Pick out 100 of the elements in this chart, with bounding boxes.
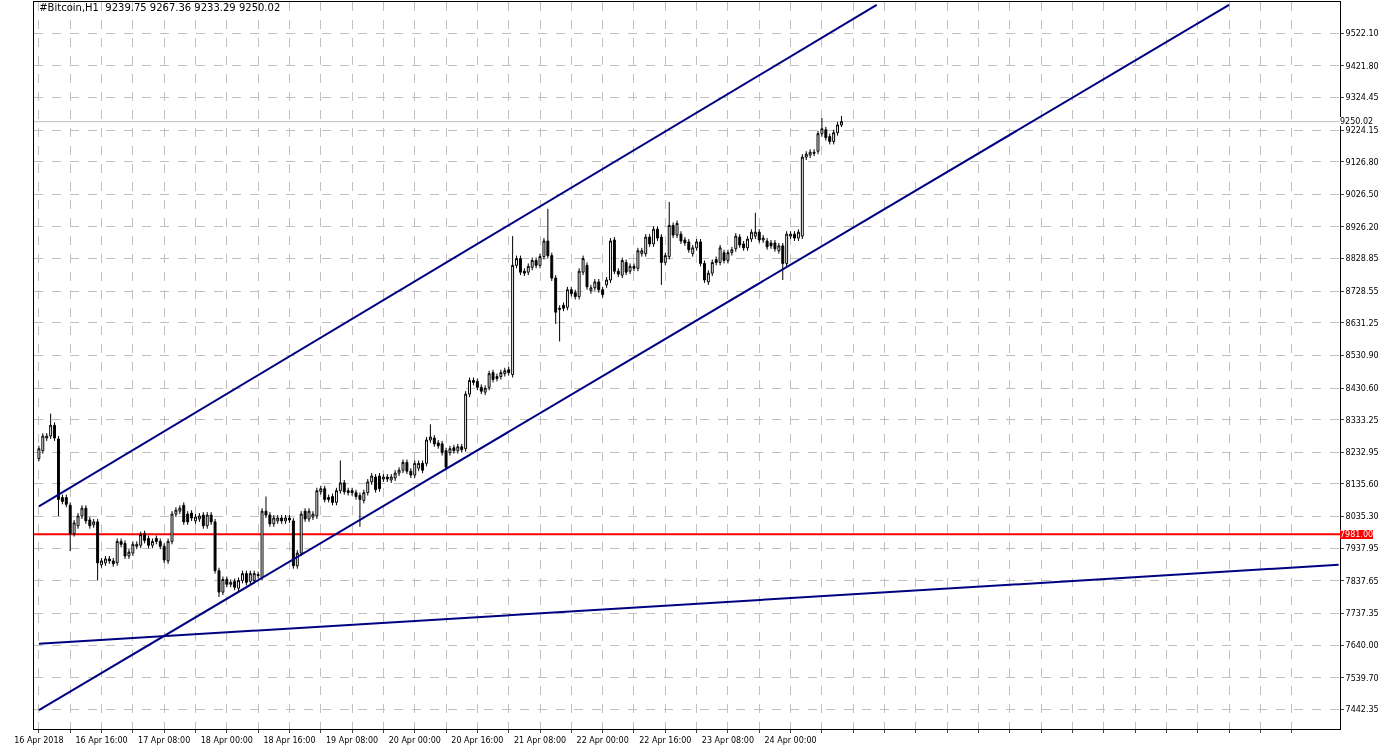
candlestick bbox=[143, 530, 147, 544]
y-tick-label: 9126.80 bbox=[1345, 157, 1379, 167]
y-tick-label: 9026.50 bbox=[1345, 190, 1379, 200]
y-tick-label: 8232.95 bbox=[1345, 448, 1379, 458]
candlestick bbox=[233, 577, 237, 591]
candlestick bbox=[479, 383, 483, 395]
candlestick bbox=[597, 278, 601, 294]
candlestick bbox=[722, 249, 726, 264]
candlestick bbox=[393, 469, 397, 482]
candlestick bbox=[139, 531, 143, 549]
y-tick-label: 9421.80 bbox=[1345, 61, 1379, 71]
candlestick bbox=[115, 537, 119, 567]
x-tick-label: 20 Apr 00:00 bbox=[388, 735, 441, 745]
y-tick-label: 7640.00 bbox=[1345, 640, 1379, 650]
y-tick-label: 8035.30 bbox=[1345, 512, 1379, 522]
x-tick-label: 16 Apr 2018 bbox=[14, 735, 64, 745]
candlestick bbox=[793, 230, 796, 242]
candlestick bbox=[103, 555, 107, 567]
x-tick-label: 20 Apr 16:00 bbox=[451, 735, 504, 745]
candlestick bbox=[753, 212, 757, 240]
y-tick-label: 8728.55 bbox=[1345, 286, 1379, 296]
candlestick bbox=[636, 247, 640, 272]
candlestick bbox=[315, 487, 319, 520]
candlestick bbox=[518, 255, 522, 276]
x-tick-label: 22 Apr 00:00 bbox=[576, 735, 629, 745]
candlestick bbox=[162, 542, 166, 564]
candlestick bbox=[107, 555, 111, 565]
candlestick bbox=[620, 257, 624, 279]
candlestick bbox=[565, 286, 569, 311]
y-tick-label: 7737.35 bbox=[1345, 609, 1379, 619]
candlestick bbox=[413, 459, 417, 479]
candlestick bbox=[487, 370, 491, 391]
candlestick bbox=[652, 225, 656, 248]
candlestick bbox=[350, 487, 354, 497]
candlestick bbox=[499, 369, 503, 380]
candlestick bbox=[687, 238, 691, 254]
ref-line-label: 7981.00 bbox=[1340, 530, 1374, 539]
candlestick bbox=[244, 570, 248, 586]
candlestick bbox=[628, 262, 632, 275]
candlestick bbox=[154, 535, 158, 545]
candlestick bbox=[808, 148, 812, 159]
candlestick bbox=[276, 514, 280, 525]
x-tick-label: 17 Apr 08:00 bbox=[138, 735, 191, 745]
candlestick bbox=[456, 443, 460, 455]
candlestick bbox=[511, 235, 515, 379]
candlestick bbox=[272, 514, 276, 528]
candlestick bbox=[401, 458, 405, 474]
candlestick bbox=[593, 278, 597, 292]
candlestick bbox=[667, 201, 671, 261]
candlestick bbox=[769, 239, 773, 250]
x-tick-label: 19 Apr 08:00 bbox=[326, 735, 379, 745]
candlestick bbox=[64, 494, 68, 508]
candlestick bbox=[194, 513, 197, 525]
chart-title: #Bitcoin,H1 9239.75 9267.36 9233.29 9250.02 bbox=[39, 1, 281, 13]
candlestick bbox=[526, 262, 530, 276]
candlestick bbox=[374, 473, 378, 494]
candlestick bbox=[68, 501, 72, 552]
candlestick bbox=[378, 472, 381, 493]
candlestick bbox=[307, 507, 311, 523]
candlestick bbox=[389, 473, 393, 484]
x-tick-label: 18 Apr 16:00 bbox=[263, 735, 316, 745]
ref-line-label: 9250.02 bbox=[1340, 117, 1374, 126]
x-tick-label: 16 Apr 16:00 bbox=[75, 735, 128, 745]
candlestick bbox=[385, 473, 389, 483]
candlestick bbox=[534, 257, 538, 269]
candlestick bbox=[182, 501, 186, 526]
y-tick-label: 8135.60 bbox=[1345, 479, 1379, 489]
candlestick bbox=[773, 239, 777, 253]
x-tick-label: 24 Apr 00:00 bbox=[764, 735, 817, 745]
x-tick-label: 21 Apr 08:00 bbox=[513, 735, 567, 745]
x-tick-label: 22 Apr 16:00 bbox=[639, 735, 692, 745]
candlestick bbox=[131, 540, 135, 557]
candlestick bbox=[738, 233, 742, 249]
y-tick-label: 7937.95 bbox=[1345, 544, 1379, 554]
x-tick-label: 23 Apr 08:00 bbox=[701, 735, 755, 745]
candlestick bbox=[495, 373, 499, 382]
candlestick bbox=[284, 514, 287, 525]
candlestick bbox=[358, 492, 362, 528]
candlestick bbox=[800, 153, 804, 240]
candlestick bbox=[765, 237, 769, 251]
candlestick bbox=[405, 458, 409, 475]
candlestick bbox=[280, 514, 284, 525]
y-tick-label: 8430.60 bbox=[1345, 383, 1379, 393]
candlestick bbox=[530, 257, 534, 271]
candlestick bbox=[252, 570, 256, 584]
y-tick-label: 8828.85 bbox=[1345, 254, 1379, 264]
y-tick-label: 7837.65 bbox=[1345, 576, 1379, 586]
candlestick bbox=[147, 535, 150, 549]
candlestick bbox=[734, 232, 738, 253]
candlestick bbox=[609, 237, 612, 284]
candlestick bbox=[190, 509, 194, 522]
candlestick bbox=[96, 518, 100, 581]
y-tick-label: 8530.90 bbox=[1345, 351, 1379, 361]
candlestick bbox=[205, 511, 209, 530]
candlestick bbox=[624, 259, 628, 276]
candlestick bbox=[201, 511, 205, 530]
y-tick-label: 8926.20 bbox=[1345, 222, 1379, 232]
candlestick bbox=[248, 570, 252, 585]
candlestick bbox=[229, 578, 233, 588]
candlestick bbox=[503, 367, 507, 378]
